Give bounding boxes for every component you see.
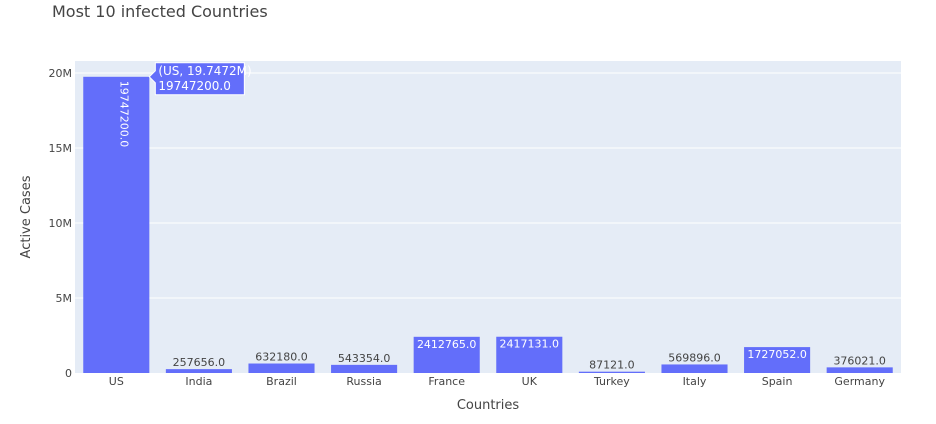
bar-data-label: 376021.0 — [833, 354, 886, 367]
bar-data-label: 543354.0 — [338, 352, 391, 365]
bar-turkey[interactable] — [578, 371, 645, 373]
y-tick-label: 20M — [49, 67, 73, 80]
y-axis-ticks: 0 5M 10M 15M 20M — [49, 67, 73, 380]
bar-us[interactable] — [83, 76, 150, 374]
tooltip-line-2: 19747200.0 — [158, 79, 231, 93]
bar-uk[interactable] — [496, 336, 563, 373]
x-tick-label: Brazil — [266, 375, 297, 388]
bar-germany[interactable] — [826, 367, 893, 373]
y-tick-label: 5M — [56, 292, 73, 305]
bar-data-label: 2412765.0 — [417, 338, 477, 351]
y-tick-label: 15M — [49, 142, 73, 155]
x-tick-label: Turkey — [593, 375, 630, 388]
bar-russia[interactable] — [331, 364, 398, 373]
tooltip-box — [148, 62, 245, 96]
bars — [83, 76, 893, 374]
bar-data-label: 2417131.0 — [500, 338, 560, 351]
x-tick-label: Germany — [834, 375, 885, 388]
chart-title: Most 10 infected Countries — [52, 2, 268, 21]
x-tick-label: US — [109, 375, 124, 388]
x-tick-label: UK — [522, 375, 538, 388]
bar-data-label: 87121.0 — [589, 359, 635, 372]
x-tick-label: Italy — [683, 375, 707, 388]
bar-data-label: 1727052.0 — [747, 348, 807, 361]
x-tick-label: France — [428, 375, 465, 388]
bar-data-label: 257656.0 — [173, 356, 226, 369]
bar-data-label: 632180.0 — [255, 351, 308, 364]
x-tick-label: Spain — [762, 375, 793, 388]
bar-data-labels: 19747200.0 257656.0 632180.0 543354.0 241276… — [117, 81, 886, 372]
bar-brazil[interactable] — [248, 363, 315, 373]
plot-area — [75, 61, 901, 373]
x-tick-label: India — [185, 375, 212, 388]
bar-india[interactable] — [165, 369, 232, 373]
x-axis-title: Countries — [457, 398, 520, 413]
bar-data-label: 569896.0 — [668, 351, 721, 364]
y-tick-label: 0 — [65, 367, 72, 380]
x-tick-label: Russia — [346, 375, 381, 388]
x-axis-ticks: US India Brazil Russia France UK Turkey Italy Sp… — [109, 375, 886, 388]
bar-spain[interactable] — [744, 347, 811, 373]
tooltip-line-1: (US, 19.7472M) — [158, 64, 251, 78]
hover-tooltip: (US, 19.7472M) 19747200.0 — [148, 62, 252, 96]
bar-italy[interactable] — [661, 364, 728, 373]
bar-france[interactable] — [413, 336, 480, 373]
y-tick-label: 10M — [49, 217, 73, 230]
bar-data-label: 19747200.0 — [117, 81, 130, 147]
y-axis-title: Active Cases — [19, 175, 34, 258]
